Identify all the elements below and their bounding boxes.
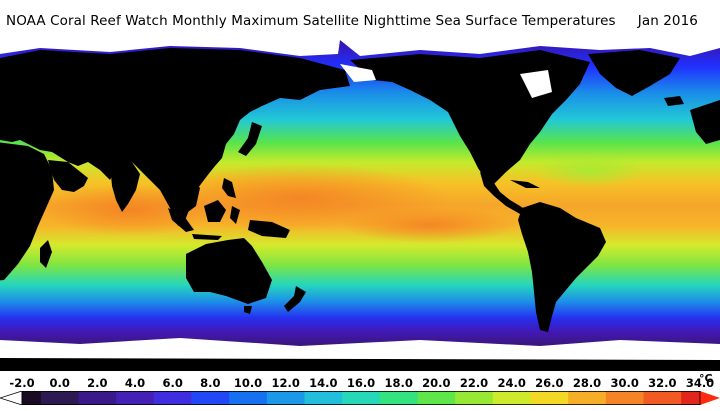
colorbar-tick-label: 4.0 [124, 376, 146, 390]
colorbar-segment [40, 391, 80, 405]
colorbar-high-arrow [700, 391, 720, 405]
colorbar-unit: °C [699, 372, 713, 385]
central-pacific-warm-area [340, 207, 520, 243]
colorbar-segment [78, 391, 117, 405]
colorbar-tick-label: 8.0 [200, 376, 221, 390]
colorbar-tick-label: 34.0 [685, 376, 715, 390]
colorbar-segment [568, 391, 607, 405]
colorbar-tick-label: 10.0 [233, 376, 263, 390]
new-zealand [284, 286, 306, 312]
java [192, 234, 222, 240]
colorbar-tick-label: 14.0 [309, 376, 338, 390]
colorbar-segment [22, 391, 42, 405]
gulf-stream-warm-area [535, 152, 645, 188]
map-title: NOAA Coral Reef Watch Monthly Maximum Sa… [6, 13, 616, 29]
madagascar [40, 240, 52, 268]
colorbar-segment [116, 391, 155, 405]
central-america [480, 172, 526, 214]
cuba [510, 180, 540, 188]
europe [690, 100, 720, 144]
colorbar-segment [455, 391, 494, 405]
colorbar-segment [266, 391, 306, 405]
colorbar-segment [191, 391, 230, 405]
colorbar-tick-label: -2.0 [9, 376, 35, 390]
indochina [176, 176, 200, 212]
colorbar-tick-label: 32.0 [648, 376, 677, 390]
australia [186, 238, 272, 304]
map-date: Jan 2016 [637, 13, 698, 29]
africa [0, 142, 54, 281]
colorbar-tick-label: 24.0 [497, 376, 526, 390]
iceland [664, 96, 684, 106]
colorbar-border [21, 391, 701, 405]
colorbar-low-arrow [0, 391, 23, 405]
bering-ice [340, 64, 376, 82]
greenland [588, 50, 680, 96]
indian-subcontinent [110, 162, 140, 212]
map-title-bar: NOAA Coral Reef Watch Monthly Maximum Sa… [0, 0, 720, 40]
colorbar-segment [379, 391, 419, 405]
arabian-peninsula [48, 160, 88, 192]
colorbar-segment [342, 391, 381, 405]
south-america [518, 202, 606, 332]
sumatra [168, 208, 194, 232]
colorbar-legend: -2.0 0.0 2.0 4.0 6.0 8.0 10.0 12.0 14.0 16.0 18.0 2… [0, 372, 720, 411]
antarctica-edge [0, 358, 720, 371]
japan [238, 122, 262, 156]
colorbar-segment [681, 391, 701, 405]
colorbar-segment [417, 391, 456, 405]
colorbar-tick-label: 26.0 [535, 376, 564, 390]
borneo [204, 200, 226, 222]
hudson-bay [520, 70, 552, 98]
colorbar-tick-label: 30.0 [610, 376, 639, 390]
sea-ice [0, 40, 720, 360]
colorbar-tick-label: 22.0 [459, 376, 489, 390]
colorbar-segment [304, 391, 343, 405]
colorbar-tick-label: 18.0 [384, 376, 413, 390]
colorbar-segment [530, 391, 569, 405]
philippines [222, 178, 236, 198]
colorbar-tick-labels: -2.0 0.0 2.0 4.0 6.0 8.0 10.0 12.0 14.0 16.0 18.0 2… [0, 373, 720, 391]
antarctic-ice [0, 338, 720, 360]
tasmania [244, 306, 252, 314]
colorbar-tick-label: 20.0 [422, 376, 451, 390]
eurasia [0, 48, 350, 226]
arctic-ice-east [340, 40, 720, 56]
colorbar-tick-label: 6.0 [162, 376, 183, 390]
sst-world-map [0, 40, 720, 371]
colorbar-segment [643, 391, 682, 405]
colorbar-tick-label: 0.0 [49, 376, 70, 390]
arctic-ice-west [0, 40, 340, 56]
sulawesi [230, 206, 240, 224]
new-guinea [248, 220, 290, 238]
colorbar-tick-label: 2.0 [87, 376, 108, 390]
colorbar-tick-label: 16.0 [346, 376, 376, 390]
colorbar-segment [229, 391, 268, 405]
colorbar-segment [153, 391, 193, 405]
colorbar-segment [492, 391, 532, 405]
colorbar [0, 391, 720, 405]
colorbar-tick-label: 12.0 [271, 376, 300, 390]
colorbar-tick-label: 28.0 [572, 376, 602, 390]
landmasses [0, 48, 720, 371]
colorbar-segment [605, 391, 645, 405]
